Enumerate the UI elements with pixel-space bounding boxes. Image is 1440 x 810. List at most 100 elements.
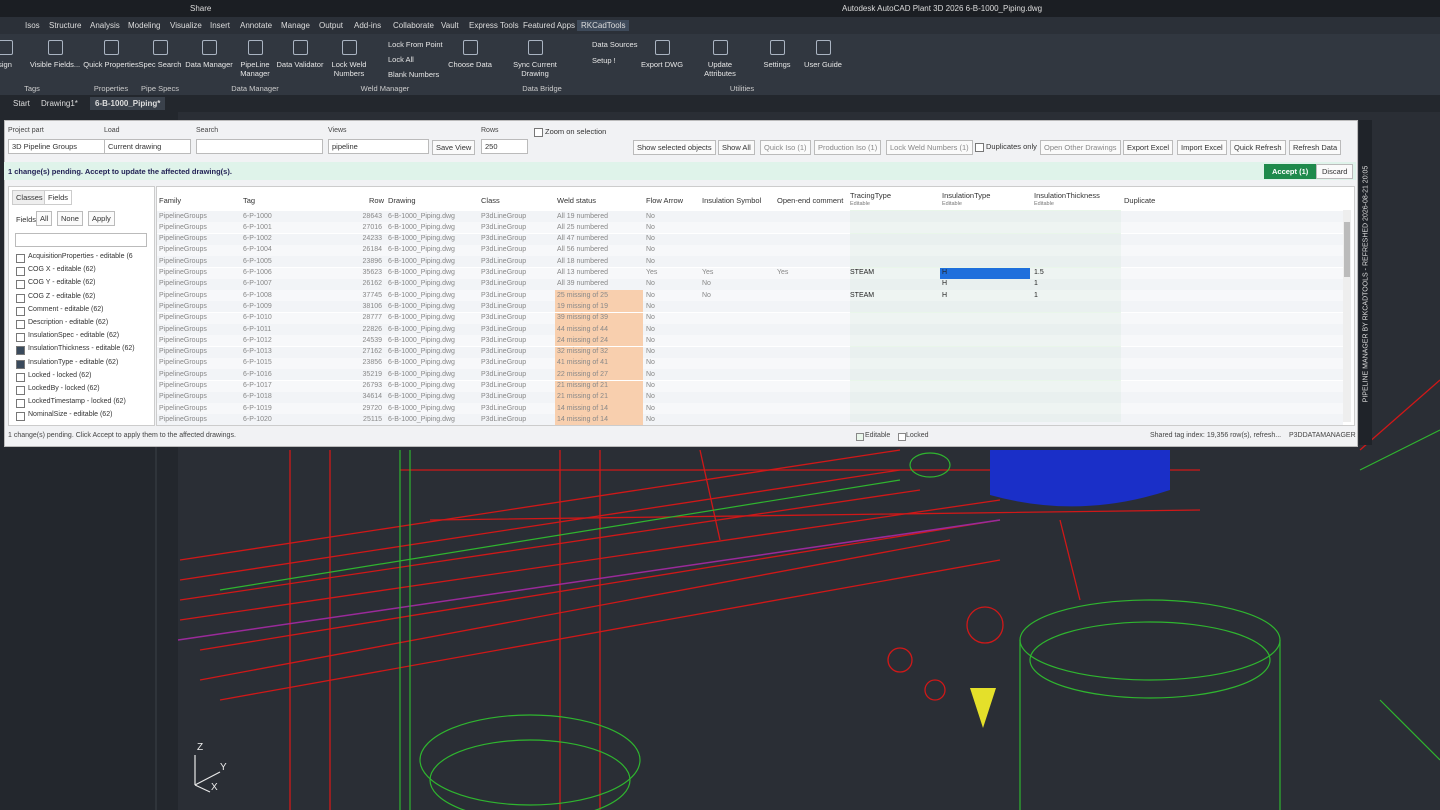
table-cell[interactable]: PipelineGroups <box>159 257 207 265</box>
table-cell[interactable]: PipelineGroups <box>159 291 207 299</box>
ribbon-small-button[interactable]: Setup ! <box>592 56 616 65</box>
checkbox[interactable] <box>16 386 25 395</box>
table-cell[interactable]: 6-B-1000_Piping.dwg <box>388 359 455 367</box>
table-cell[interactable]: 24539 <box>362 336 382 344</box>
menu-tab[interactable]: Vault <box>441 21 459 30</box>
ribbon-button[interactable]: Quick Properties <box>83 60 139 69</box>
checkbox[interactable] <box>16 293 25 303</box>
table-cell[interactable]: No <box>646 246 655 254</box>
ribbon-button[interactable]: Spec Search <box>138 60 182 69</box>
menu-tab[interactable]: Structure <box>49 21 82 30</box>
table-cell[interactable]: 6-B-1000_Piping.dwg <box>388 348 455 356</box>
table-cell[interactable]: All 13 numbered <box>557 269 608 276</box>
table-cell[interactable]: P3dLineGroup <box>481 291 527 299</box>
checkbox[interactable] <box>16 346 25 356</box>
ribbon-small-button[interactable]: Lock All <box>388 55 414 64</box>
table-cell[interactable]: 6-B-1000_Piping.dwg <box>388 382 455 389</box>
table-cell[interactable]: 25 missing of 25 <box>557 291 608 299</box>
side-button[interactable]: Apply <box>88 211 115 226</box>
table-cell[interactable]: STEAM <box>850 291 875 299</box>
table-cell[interactable]: 35219 <box>362 370 382 378</box>
toolbar-button[interactable]: Import Excel <box>1177 140 1227 155</box>
checkbox[interactable] <box>16 254 25 263</box>
table-cell[interactable]: H <box>942 291 948 299</box>
table-cell[interactable]: 22 missing of 27 <box>557 370 608 378</box>
table-cell[interactable]: 39 missing of 39 <box>557 314 608 322</box>
table-cell[interactable]: All 39 numbered <box>557 280 608 288</box>
menu-tab[interactable]: Collaborate <box>393 21 434 30</box>
table-cell[interactable]: No <box>646 291 655 299</box>
table-cell[interactable]: 19 missing of 19 <box>557 302 608 310</box>
table-cell[interactable]: PipelineGroups <box>159 348 207 356</box>
table-cell[interactable]: 6-P-1006 <box>243 269 272 276</box>
table-cell[interactable]: P3dLineGroup <box>481 348 527 356</box>
menu-tab[interactable]: Featured Apps <box>523 21 576 30</box>
side-tab[interactable]: Fields <box>44 190 73 205</box>
accept-button[interactable]: Accept (1) <box>1264 164 1317 179</box>
table-cell[interactable]: 14 missing of 14 <box>557 404 608 412</box>
ribbon-button[interactable]: Data Manager <box>185 60 233 69</box>
table-cell[interactable]: 6-P-1019 <box>243 404 272 412</box>
ribbon-button[interactable]: Settings <box>763 60 791 69</box>
table-cell[interactable]: 29720 <box>362 404 382 412</box>
table-cell[interactable]: PipelineGroups <box>159 223 207 231</box>
menu-tab[interactable]: Output <box>319 21 344 30</box>
table-cell[interactable]: 6-B-1000_Piping.dwg <box>388 415 455 423</box>
table-cell[interactable]: 6-B-1000_Piping.dwg <box>388 257 455 265</box>
table-cell[interactable]: 14 missing of 14 <box>557 415 608 423</box>
table-cell[interactable]: 6-P-1011 <box>243 325 272 333</box>
table-cell[interactable]: P3dLineGroup <box>481 393 527 401</box>
table-cell[interactable]: 6-B-1000_Piping.dwg <box>388 336 455 344</box>
doc-tab[interactable]: Start <box>13 99 30 108</box>
ribbon-button[interactable]: Lock Weld Numbers <box>331 60 367 78</box>
table-cell[interactable]: P3dLineGroup <box>481 370 527 378</box>
table-cell[interactable]: PipelineGroups <box>159 269 207 276</box>
table-cell[interactable]: 6-B-1000_Piping.dwg <box>388 269 455 276</box>
filter-input[interactable]: Current drawing <box>104 139 191 154</box>
table-cell[interactable]: 6-P-1002 <box>243 235 272 243</box>
table-cell[interactable]: 6-B-1000_Piping.dwg <box>388 212 455 220</box>
side-tab[interactable]: Classes <box>12 190 47 205</box>
table-cell[interactable]: 37745 <box>362 291 382 299</box>
table-cell[interactable]: P3dLineGroup <box>481 269 527 276</box>
filter-input[interactable]: pipeline <box>328 139 429 154</box>
table-cell[interactable]: No <box>702 280 711 288</box>
checkbox[interactable] <box>16 280 25 290</box>
table-cell[interactable]: No <box>646 314 655 322</box>
table-cell[interactable]: 6-B-1000_Piping.dwg <box>388 325 455 333</box>
table-cell[interactable]: 44 missing of 44 <box>557 325 608 333</box>
table-cell[interactable]: 1 <box>1034 291 1038 299</box>
table-cell[interactable]: P3dLineGroup <box>481 314 527 322</box>
checkbox[interactable] <box>534 128 543 137</box>
table-cell[interactable]: 21 missing of 21 <box>557 393 608 401</box>
table-cell[interactable]: PipelineGroups <box>159 382 207 389</box>
discard-button[interactable]: Discard <box>1316 164 1354 179</box>
table-cell[interactable]: 41 missing of 41 <box>557 359 608 367</box>
table-cell[interactable]: 23856 <box>362 359 382 367</box>
table-cell[interactable]: 26184 <box>362 246 382 254</box>
table-cell[interactable]: 26793 <box>362 382 382 389</box>
table-cell[interactable]: P3dLineGroup <box>481 359 527 367</box>
menu-tab[interactable]: Visualize <box>170 21 202 30</box>
table-cell[interactable]: P3dLineGroup <box>481 246 527 254</box>
toolbar-button[interactable]: Lock Weld Numbers (1) <box>886 140 973 155</box>
table-cell[interactable]: 6-B-1000_Piping.dwg <box>388 404 455 412</box>
table-cell[interactable]: PipelineGroups <box>159 212 207 220</box>
table-cell[interactable]: P3dLineGroup <box>481 404 527 412</box>
table-cell[interactable]: 24 missing of 24 <box>557 336 608 344</box>
table-cell[interactable]: 25115 <box>363 415 382 423</box>
table-cell[interactable]: PipelineGroups <box>159 314 207 322</box>
table-cell[interactable]: 1.5 <box>1034 269 1044 276</box>
table-cell[interactable]: 6-P-1008 <box>243 291 272 299</box>
table-cell[interactable]: No <box>646 393 655 401</box>
table-cell[interactable]: No <box>646 359 655 367</box>
table-cell[interactable]: All 18 numbered <box>557 257 608 265</box>
table-cell[interactable]: PipelineGroups <box>159 280 207 288</box>
table-cell[interactable]: 6-P-1004 <box>243 246 272 254</box>
ribbon-button[interactable]: Visible Fields... <box>29 60 81 69</box>
checkbox[interactable] <box>16 359 25 369</box>
table-cell[interactable]: No <box>646 235 655 243</box>
table-cell[interactable]: No <box>646 382 655 389</box>
menu-tab[interactable]: Analysis <box>90 21 120 30</box>
